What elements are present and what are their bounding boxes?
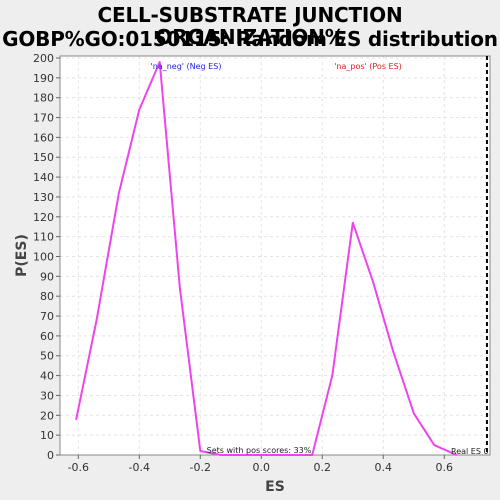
data-point	[179, 287, 181, 290]
real-es-label: Real ES 0	[451, 447, 489, 456]
data-point	[158, 61, 161, 63]
y-tick-label: 20	[40, 409, 54, 422]
y-tick-label: 30	[40, 389, 54, 402]
series-line	[75, 61, 457, 456]
data-point	[311, 454, 314, 456]
data-point	[455, 454, 458, 456]
x-axis-label: ES	[265, 479, 285, 495]
y-tick-label: 130	[33, 191, 54, 204]
data-point	[392, 350, 395, 353]
y-tick-label: 40	[40, 370, 54, 383]
y-tick-label: 190	[33, 72, 54, 85]
data-point	[138, 108, 141, 111]
plot-area	[60, 56, 490, 455]
x-tick-label: -0.4	[129, 461, 150, 474]
x-tick-label: 0.6	[436, 461, 454, 474]
y-tick-label: 150	[33, 151, 54, 164]
y-axis-label: P(ES)	[14, 234, 30, 277]
y-tick-label: 60	[40, 330, 54, 343]
y-tick-label: 80	[40, 290, 54, 303]
chart-title-line-1: CELL-SUBSTRATE JUNCTION ORGANIZATION%	[97, 3, 403, 49]
y-tick-label: 90	[40, 270, 54, 283]
y-tick-label: 120	[33, 211, 54, 224]
y-tick-label: 160	[33, 131, 54, 144]
x-tick-label: 0.2	[314, 461, 332, 474]
y-tick-label: 100	[33, 250, 54, 263]
data-point	[331, 374, 334, 377]
y-tick-label: 70	[40, 310, 54, 323]
data-point	[433, 444, 435, 446]
y-tick-label: 140	[33, 171, 54, 184]
legend-pos-label: 'na_pos' (Pos ES)	[334, 62, 402, 71]
x-tick-label: 0.4	[375, 461, 393, 474]
data-point	[199, 450, 202, 452]
data-point	[219, 454, 222, 456]
data-point	[372, 281, 374, 284]
x-tick-label: -0.2	[190, 461, 211, 474]
data-point	[118, 192, 120, 194]
y-tick-label: 50	[40, 350, 54, 363]
data-point	[95, 319, 98, 321]
data-point	[351, 221, 354, 224]
data-point	[75, 418, 77, 421]
x-tick-label: -0.6	[68, 461, 89, 474]
y-tick-label: 110	[33, 231, 54, 244]
y-tick-label: 0	[47, 449, 54, 462]
y-tick-label: 170	[33, 112, 54, 125]
chart-title-line-2: GOBP%GO:0150115: Random ES distribution	[2, 27, 498, 51]
y-tick-label: 180	[33, 92, 54, 105]
y-tick-label: 10	[40, 429, 54, 442]
x-tick-label: 0.0	[253, 461, 271, 474]
data-point	[412, 412, 415, 415]
pos-score-note: Sets with pos scores: 33%	[207, 446, 312, 455]
y-tick-label: 200	[33, 52, 54, 65]
legend-neg-label: 'na_neg' (Neg ES)	[151, 62, 222, 71]
